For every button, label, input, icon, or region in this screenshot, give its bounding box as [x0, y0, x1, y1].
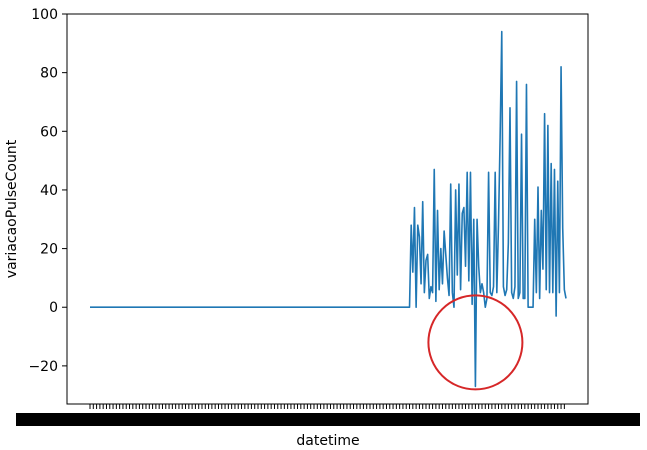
plot-area — [90, 30, 567, 388]
y-axis-title: variacaoPulseCount — [4, 139, 20, 278]
y-tick-label: 60 — [40, 124, 58, 140]
y-axis: −20 0 20 40 60 80 100 — [28, 7, 67, 375]
plot-frame — [66, 13, 589, 405]
y-tick-label: 100 — [31, 7, 58, 23]
y-tick-label: 0 — [49, 300, 58, 316]
y-tick-label: −20 — [28, 359, 58, 375]
y-tick-label: 40 — [40, 183, 58, 199]
y-tick-label: 80 — [40, 66, 58, 82]
highlight-circle — [427, 294, 524, 391]
y-tick-label: 20 — [40, 242, 58, 258]
x-tick-label-band — [16, 413, 640, 426]
series-line — [90, 30, 567, 388]
x-axis-ticks — [16, 404, 640, 426]
x-axis-title: datetime — [296, 433, 359, 449]
